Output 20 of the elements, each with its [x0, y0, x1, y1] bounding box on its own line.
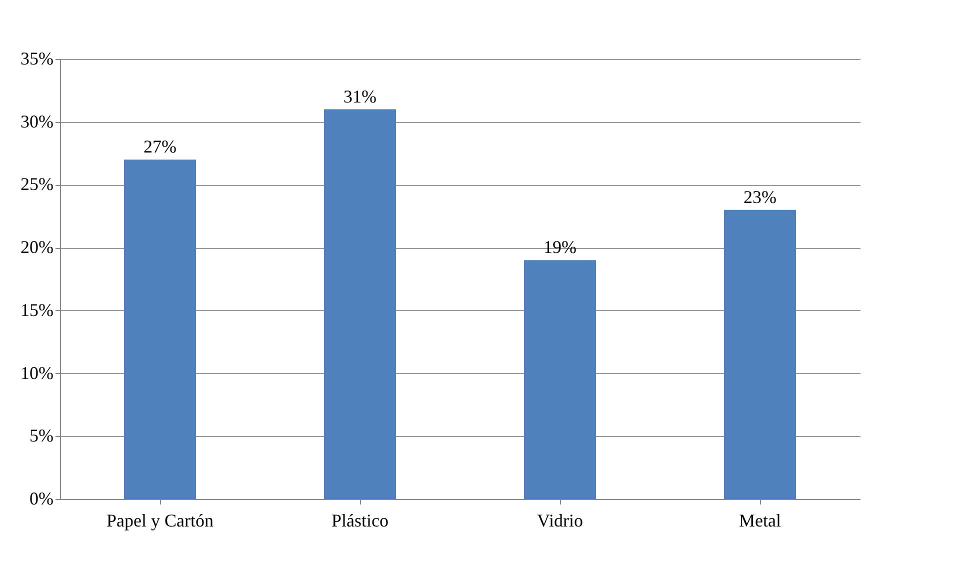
y-tick-label: 35% — [20, 48, 54, 68]
y-tick-label: 5% — [30, 426, 54, 446]
x-tick-label: Plástico — [332, 510, 388, 530]
data-label: 23% — [744, 186, 776, 207]
data-label: 27% — [144, 136, 176, 157]
y-tick-label: 0% — [30, 488, 54, 508]
y-tick-label: 30% — [20, 111, 54, 132]
bar — [124, 160, 196, 499]
y-tick-label: 15% — [20, 300, 54, 320]
y-tick-label: 20% — [20, 237, 54, 258]
x-tick-label: Metal — [739, 510, 781, 530]
bar — [324, 109, 396, 499]
bar — [524, 260, 596, 499]
x-tick-label: Papel y Cartón — [106, 510, 214, 530]
bar — [724, 210, 796, 499]
y-tick-label: 25% — [20, 174, 54, 194]
y-tick-label: 10% — [20, 362, 54, 383]
data-label: 19% — [544, 237, 576, 258]
data-label: 31% — [344, 86, 376, 106]
x-tick-label: Vidrio — [537, 510, 583, 530]
